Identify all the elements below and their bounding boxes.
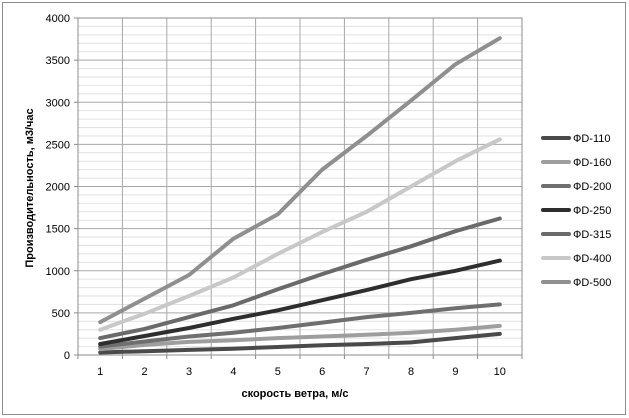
x-tick-label: 1 (97, 366, 103, 378)
y-axis-title: Производительность, м3/час (24, 108, 36, 267)
x-axis-title: скорость ветра, м/с (241, 388, 348, 400)
x-tick-label: 7 (364, 366, 370, 378)
series-line-ФD-400 (98, 137, 502, 332)
legend-label: ФD-110 (573, 133, 611, 145)
y-axis-ticks: 0 500 1000 1500 2000 2500 3000 3500 4000 (46, 13, 78, 362)
x-tick-label: 2 (142, 366, 148, 378)
series-line-ФD-500 (98, 36, 502, 325)
y-tick-label: 2500 (46, 139, 70, 151)
series-line-ФD-315 (98, 216, 502, 341)
plot-area (77, 17, 523, 356)
x-axis-ticks: 1 2 3 4 5 6 7 8 9 10 (77, 355, 523, 378)
y-tick-label: 3500 (46, 55, 70, 67)
legend-label: ФD-160 (573, 157, 611, 169)
legend-label: ФD-500 (573, 277, 611, 289)
x-tick-label: 6 (319, 366, 325, 378)
y-tick-label: 1000 (46, 266, 70, 278)
series-line-ФD-250 (98, 258, 502, 346)
x-tick-label: 4 (230, 366, 236, 378)
x-tick-label: 10 (494, 366, 506, 378)
line-chart: 1 2 3 4 5 6 7 8 9 10 0 500 1000 1500 2000 2500 3000 3500… (24, 13, 611, 400)
series-line-ФD-110 (98, 331, 502, 355)
legend-label: ФD-400 (573, 253, 611, 265)
y-tick-label: 1500 (46, 224, 70, 236)
series-line-ФD-160 (98, 323, 502, 352)
y-tick-label: 4000 (46, 13, 70, 25)
y-tick-label: 500 (52, 308, 70, 320)
x-tick-label: 3 (186, 366, 192, 378)
y-tick-label: 0 (64, 350, 70, 362)
series-line-ФD-200 (98, 302, 502, 349)
x-tick-label: 9 (452, 366, 458, 378)
legend: ФD-110 ФD-160 ФD-200 ФD-250 ФD-315 ФD-400 ФD-5… (541, 133, 611, 289)
x-tick-label: 5 (275, 366, 281, 378)
y-tick-label: 2000 (46, 182, 70, 194)
x-tick-label: 8 (408, 366, 414, 378)
y-tick-label: 3000 (46, 97, 70, 109)
legend-label: ФD-200 (573, 181, 611, 193)
legend-label: ФD-250 (573, 205, 611, 217)
legend-label: ФD-315 (573, 229, 611, 241)
